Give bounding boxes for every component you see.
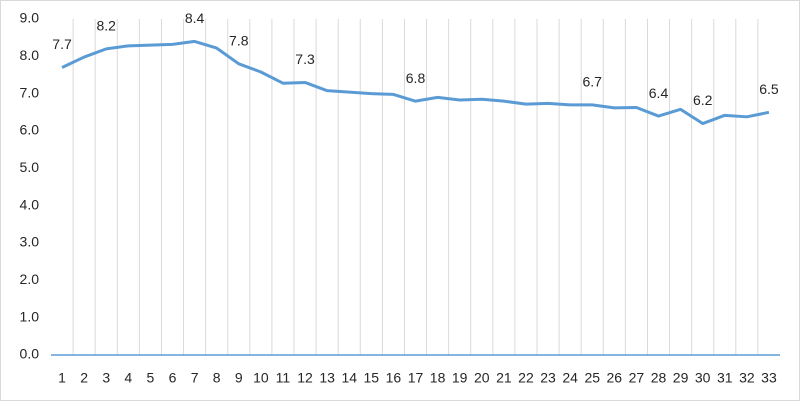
data-label: 7.7 (52, 36, 72, 52)
x-tick-label: 7 (191, 370, 199, 386)
x-tick-label: 4 (124, 370, 132, 386)
x-tick-label: 22 (518, 370, 534, 386)
data-label: 7.8 (229, 33, 249, 49)
x-tick-label: 5 (147, 370, 155, 386)
y-tick-label: 8.0 (20, 47, 40, 63)
x-tick-label: 12 (297, 370, 313, 386)
x-tick-label: 3 (102, 370, 110, 386)
x-tick-label: 1 (58, 370, 66, 386)
data-line (61, 39, 770, 126)
x-tick-label: 27 (629, 370, 645, 386)
x-tick-label: 33 (761, 370, 777, 386)
y-tick-label: 7.0 (20, 84, 40, 100)
x-tick-label: 2 (80, 370, 88, 386)
x-tick-label: 17 (408, 370, 424, 386)
x-tick-label: 14 (341, 370, 357, 386)
data-label: 7.3 (295, 51, 315, 67)
y-tick-label: 6.0 (20, 122, 40, 138)
x-tick-label: 32 (739, 370, 755, 386)
x-tick-label: 23 (540, 370, 556, 386)
x-tick-label: 11 (276, 370, 291, 386)
data-label: 6.7 (582, 74, 602, 90)
x-tick-label: 31 (717, 370, 733, 386)
data-label: 6.4 (649, 85, 669, 101)
x-tick-label: 13 (319, 370, 335, 386)
y-tick-label: 0.0 (20, 346, 40, 362)
y-tick-label: 4.0 (20, 196, 40, 212)
x-tick-label: 10 (253, 370, 269, 386)
y-tick-label: 3.0 (20, 234, 40, 250)
data-label: 8.2 (96, 18, 116, 34)
x-tick-label: 16 (386, 370, 402, 386)
x-tick-label: 19 (452, 370, 468, 386)
x-tick-label: 26 (607, 370, 623, 386)
x-tick-label: 9 (235, 370, 243, 386)
y-tick-label: 9.0 (20, 10, 40, 26)
x-tick-label: 21 (496, 370, 512, 386)
x-tick-label: 18 (430, 370, 446, 386)
x-tick-label: 29 (673, 370, 689, 386)
data-label: 6.8 (406, 70, 426, 86)
data-label: 6.5 (759, 81, 779, 97)
x-tick-label: 24 (562, 370, 578, 386)
data-label: 6.2 (693, 92, 713, 108)
y-tick-label: 5.0 (20, 159, 40, 175)
y-tick-label: 2.0 (20, 271, 40, 287)
x-tick-label: 6 (169, 370, 177, 386)
y-tick-label: 1.0 (20, 308, 40, 324)
x-tick-label: 20 (474, 370, 490, 386)
x-tick-label: 28 (651, 370, 667, 386)
x-tick-label: 30 (695, 370, 711, 386)
x-tick-label: 8 (213, 370, 221, 386)
x-tick-label: 15 (364, 370, 380, 386)
data-label: 8.4 (185, 10, 205, 26)
x-tick-label: 25 (584, 370, 600, 386)
